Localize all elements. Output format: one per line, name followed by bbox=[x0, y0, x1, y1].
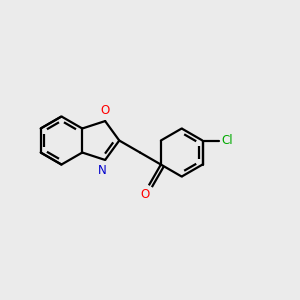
Text: Cl: Cl bbox=[222, 134, 233, 147]
Text: O: O bbox=[140, 188, 150, 201]
Text: N: N bbox=[98, 164, 107, 177]
Text: O: O bbox=[100, 103, 110, 117]
